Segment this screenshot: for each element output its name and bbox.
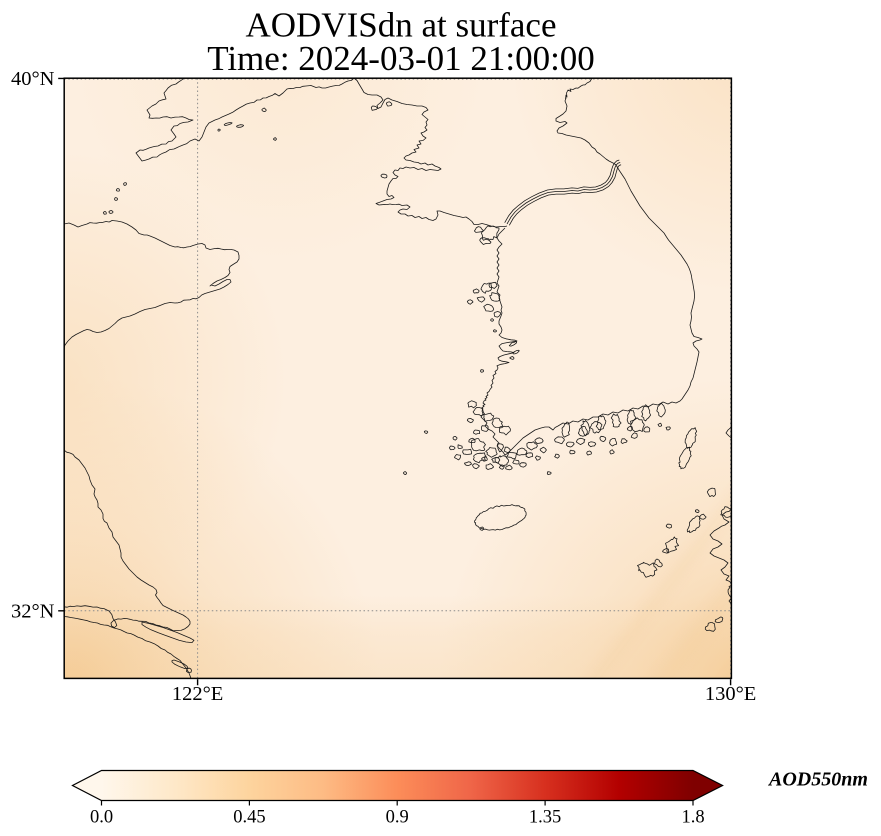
svg-text:Time: 2024-03-01 21:00:00: Time: 2024-03-01 21:00:00 <box>207 39 595 78</box>
svg-text:1.35: 1.35 <box>529 808 561 828</box>
svg-text:AODVISdn at surface: AODVISdn at surface <box>245 6 556 45</box>
svg-text:122°E: 122°E <box>172 683 223 705</box>
svg-text:0.45: 0.45 <box>233 808 265 828</box>
svg-text:0.9: 0.9 <box>386 808 409 828</box>
svg-text:40°N: 40°N <box>11 68 55 90</box>
svg-text:0.0: 0.0 <box>90 808 113 828</box>
svg-text:1.8: 1.8 <box>681 808 704 828</box>
svg-text:AOD550nm: AOD550nm <box>767 769 868 791</box>
svg-text:32°N: 32°N <box>11 600 55 622</box>
svg-text:130°E: 130°E <box>705 683 756 705</box>
